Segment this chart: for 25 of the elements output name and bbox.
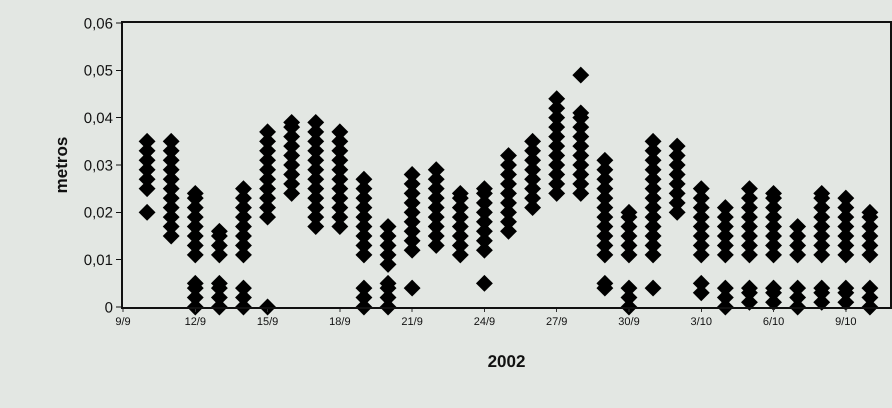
x-tick-label: 12/9 [184, 316, 206, 328]
y-tick-label: 0,03 [84, 157, 113, 174]
x-axis-title: 2002 [488, 352, 526, 372]
x-tick-label: 9/10 [835, 316, 857, 328]
x-tick-label: 6/10 [762, 316, 784, 328]
y-tick-label: 0,06 [84, 15, 113, 32]
point [476, 274, 493, 292]
x-tick-label: 15/9 [256, 316, 278, 328]
point [644, 280, 662, 297]
y-tick-label: 0,02 [84, 204, 113, 222]
x-tick-label: 27/9 [546, 316, 568, 328]
x-tick-label: 24/9 [474, 316, 496, 328]
x-tick-label: 3/10 [690, 316, 712, 328]
x-tick-label: 30/9 [618, 316, 640, 328]
y-tick-label: 0,05 [84, 62, 113, 80]
x-tick-label: 18/9 [329, 316, 351, 328]
point [572, 66, 590, 84]
x-tick-label: 21/9 [401, 316, 423, 328]
point [404, 280, 421, 297]
y-tick-label: 0,04 [84, 110, 113, 127]
point [138, 204, 156, 221]
y-tick-label: 0,01 [84, 252, 113, 269]
y-tick-label: 0 [104, 299, 113, 316]
x-tick-label: 9/9 [115, 316, 131, 328]
y-axis-title: metros [52, 136, 71, 194]
